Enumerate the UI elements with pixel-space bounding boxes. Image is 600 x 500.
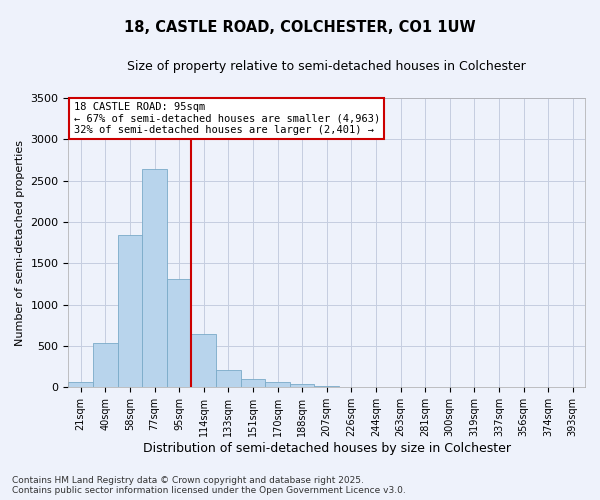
Title: Size of property relative to semi-detached houses in Colchester: Size of property relative to semi-detach… [127, 60, 526, 73]
Bar [142, 169, 167, 388]
Text: Contains HM Land Registry data © Crown copyright and database right 2025.
Contai: Contains HM Land Registry data © Crown c… [12, 476, 406, 495]
Bar [241, 379, 265, 388]
Bar [118, 235, 142, 388]
Bar [339, 386, 364, 388]
Bar [191, 334, 216, 388]
Bar [93, 344, 118, 388]
Bar [68, 382, 93, 388]
Text: 18 CASTLE ROAD: 95sqm
← 67% of semi-detached houses are smaller (4,963)
32% of s: 18 CASTLE ROAD: 95sqm ← 67% of semi-deta… [74, 102, 380, 136]
Text: 18, CASTLE ROAD, COLCHESTER, CO1 1UW: 18, CASTLE ROAD, COLCHESTER, CO1 1UW [124, 20, 476, 35]
X-axis label: Distribution of semi-detached houses by size in Colchester: Distribution of semi-detached houses by … [143, 442, 511, 455]
Bar [167, 279, 191, 388]
Bar [290, 384, 314, 388]
Y-axis label: Number of semi-detached properties: Number of semi-detached properties [15, 140, 25, 346]
Bar [314, 386, 339, 388]
Bar [265, 382, 290, 388]
Bar [216, 370, 241, 388]
